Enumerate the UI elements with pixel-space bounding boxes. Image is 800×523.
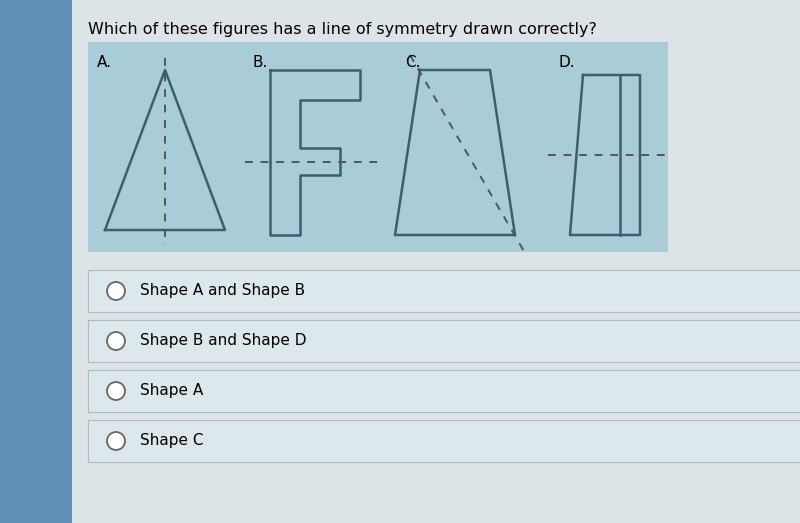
Text: Shape A: Shape A [140,383,203,399]
Bar [88,270,800,312]
Text: B.: B. [253,55,268,70]
Text: Which of these figures has a line of symmetry drawn correctly?: Which of these figures has a line of sym… [88,22,597,37]
Text: A.: A. [97,55,112,70]
Circle shape [107,282,125,300]
Bar [0,0,72,523]
Bar [88,320,800,362]
Bar [88,420,800,462]
Text: Shape A and Shape B: Shape A and Shape B [140,283,305,299]
Bar [88,370,800,412]
Circle shape [107,332,125,350]
Text: Shape C: Shape C [140,434,203,449]
Circle shape [107,432,125,450]
Text: Shape B and Shape D: Shape B and Shape D [140,334,306,348]
Text: D.: D. [558,55,574,70]
Circle shape [107,382,125,400]
Bar [88,42,668,252]
Text: C.: C. [405,55,421,70]
